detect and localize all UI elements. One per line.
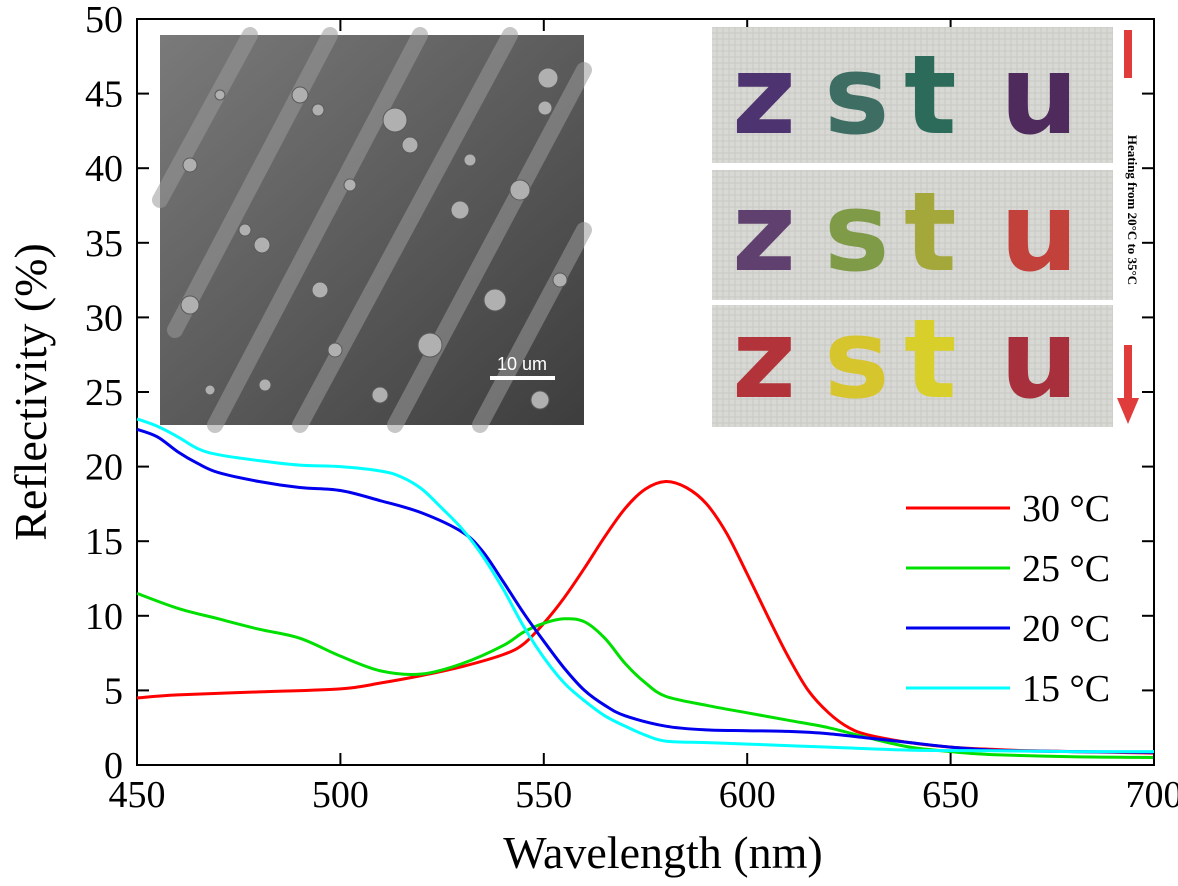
y-tick-label: 35: [85, 223, 123, 265]
arrow-head: [1117, 398, 1139, 424]
photo-letter: s: [824, 295, 889, 423]
y-tick-label: 5: [104, 670, 123, 712]
legend-label-0: 30 °C: [1022, 488, 1110, 530]
y-tick-label: 30: [85, 297, 123, 339]
photo-letter: u: [1000, 295, 1078, 423]
sem-fibers: [152, 27, 592, 433]
photo-row-1: [712, 170, 1113, 300]
y-tick-label: 0: [104, 745, 123, 787]
sem-image-inset: 10 um: [152, 27, 592, 433]
arrow-top-bar: [1124, 30, 1132, 78]
arrow-bottom-shaft: [1124, 345, 1132, 400]
legend-label-3: 15 °C: [1022, 668, 1110, 710]
series-layer: [136, 417, 1155, 759]
photo-letter: t: [904, 168, 957, 296]
photo-letter: u: [1000, 31, 1078, 159]
legend-label-1: 25 °C: [1022, 548, 1110, 590]
y-tick-label: 50: [85, 0, 123, 41]
y-axis-title: Reflectivity (%): [5, 243, 56, 541]
fabric-photo-inset: z s t uz s t uz s t u Heating from 20°C to 35°C: [712, 27, 1140, 427]
photo-letter: z: [732, 168, 796, 296]
heating-arrow: [1117, 30, 1139, 424]
series-line-1: [136, 591, 1155, 759]
photo-letter: s: [824, 31, 889, 159]
series-line-0: [136, 479, 1155, 755]
x-axis-title: Wavelength (nm): [503, 827, 822, 878]
photo-rows: z s t uz s t uz s t u: [712, 27, 1113, 427]
x-tick-label: 500: [312, 774, 369, 816]
photo-letter: z: [732, 31, 796, 159]
y-tick-label: 10: [85, 596, 123, 638]
x-tick-label: 700: [1126, 774, 1178, 816]
heating-label: Heating from 20°C to 35°C: [1125, 135, 1140, 285]
y-tick-label: 20: [85, 447, 123, 489]
sem-particles: [180, 67, 568, 410]
photo-letter: u: [1000, 168, 1078, 296]
sem-scale-label: 10 um: [497, 354, 547, 374]
y-tick-label: 25: [85, 372, 123, 414]
series-line-3: [136, 417, 1155, 754]
photo-letter: t: [904, 295, 957, 423]
photo-letter: z: [732, 295, 796, 423]
tick-layer: 450 500 550 600 650 700 0 5 10 15 20 25 30 35 40 45 50: [85, 0, 1178, 816]
series-line-2: [136, 427, 1155, 754]
x-tick-label: 550: [515, 774, 572, 816]
photo-letter: t: [904, 31, 957, 159]
legend-label-2: 20 °C: [1022, 608, 1110, 650]
y-tick-label: 40: [85, 148, 123, 190]
legend: 30 °C 25 °C 20 °C 15 °C: [906, 488, 1110, 710]
x-tick-label: 650: [922, 774, 979, 816]
x-tick-label: 600: [719, 774, 776, 816]
photo-row-0: [712, 27, 1113, 163]
x-tick-label: 450: [109, 774, 166, 816]
y-tick-label: 45: [85, 74, 123, 116]
photo-letter: s: [824, 168, 889, 296]
sem-scale-bar: [490, 376, 555, 380]
y-tick-label: 15: [85, 521, 123, 563]
photo-row-2: [712, 305, 1113, 427]
